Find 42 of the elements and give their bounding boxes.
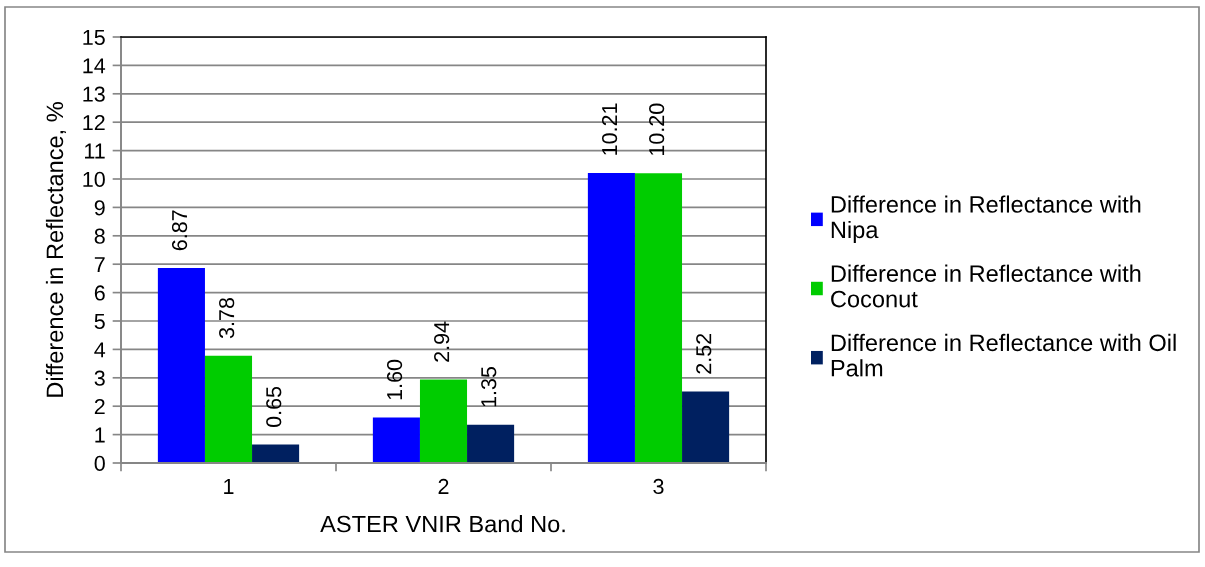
data-label: 6.87 bbox=[171, 210, 188, 251]
y-tick-label: 7 bbox=[94, 257, 105, 272]
y-tick-label: 2 bbox=[94, 398, 105, 414]
y-tick-label: 1 bbox=[95, 427, 105, 443]
y-tick-label: 8 bbox=[94, 228, 105, 244]
legend-label: Difference in Reflectance with Coconut bbox=[831, 264, 1141, 308]
y-tick-label: 12 bbox=[83, 114, 105, 130]
bar bbox=[157, 267, 205, 463]
y-tick-label: 0 bbox=[94, 455, 105, 472]
legend-label: Difference in Reflectance with Nipa bbox=[831, 195, 1141, 243]
data-label: 10.21 bbox=[601, 103, 618, 155]
data-label: 0.65 bbox=[266, 386, 282, 428]
data-label: 1.60 bbox=[386, 359, 403, 400]
y-tick-label: 11 bbox=[85, 143, 105, 159]
y-tick-label: 4 bbox=[94, 342, 106, 358]
legend-label: Difference in Reflectance with Oil Palm bbox=[831, 333, 1176, 377]
bar bbox=[372, 417, 420, 463]
bar bbox=[634, 173, 683, 463]
bar bbox=[419, 379, 468, 463]
y-tick-label: 13 bbox=[83, 86, 105, 102]
data-label: 2.94 bbox=[434, 321, 450, 362]
data-label: 10.20 bbox=[649, 103, 665, 156]
y-tick-label: 6 bbox=[94, 285, 105, 301]
y-tick-label: 3 bbox=[94, 370, 105, 386]
bar bbox=[467, 424, 515, 463]
bar bbox=[587, 173, 635, 463]
x-axis-title: ASTER VNIR Band No. bbox=[320, 515, 565, 533]
x-tick-label: 3 bbox=[653, 478, 664, 495]
bar bbox=[252, 444, 300, 463]
bar bbox=[204, 355, 253, 463]
bar bbox=[682, 391, 730, 463]
data-label: 1.35 bbox=[481, 367, 497, 407]
y-tick-label: 5 bbox=[94, 313, 105, 330]
y-axis-title: Difference in Reflectance, % bbox=[45, 102, 67, 397]
x-tick-label: 1 bbox=[224, 479, 234, 494]
y-tick-label: 9 bbox=[94, 200, 105, 216]
y-tick-label: 10 bbox=[83, 171, 105, 188]
y-tick-label: 15 bbox=[83, 29, 105, 46]
data-label: 3.78 bbox=[219, 298, 235, 339]
data-label: 2.52 bbox=[696, 333, 712, 374]
y-tick-label: 14 bbox=[83, 58, 106, 74]
x-tick-label: 2 bbox=[438, 478, 449, 494]
